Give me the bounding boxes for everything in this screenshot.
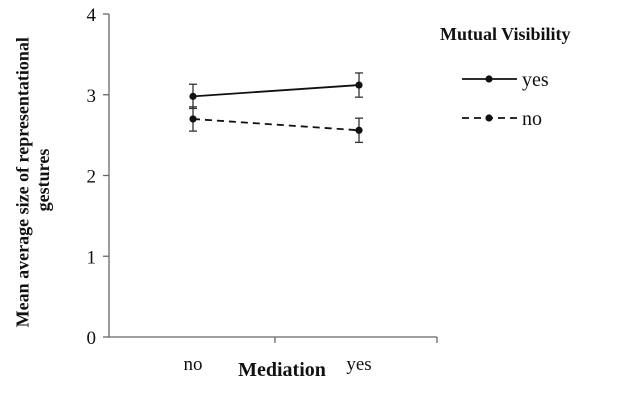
- data-point: [189, 115, 197, 123]
- y-axis-title: Mean average size of representational ge…: [12, 33, 53, 328]
- legend-items: yes no: [462, 69, 549, 130]
- legend-marker: [485, 75, 493, 83]
- x-axis-title: Mediation: [238, 359, 326, 381]
- series-line: [192, 118, 360, 132]
- y-axis-title-line-2: gestures: [33, 149, 53, 212]
- x-ticks: no yes: [184, 337, 438, 375]
- x-tick-label: yes: [346, 354, 371, 375]
- data-point: [355, 81, 363, 89]
- series-yes: [189, 72, 363, 110]
- plot-area: [189, 72, 363, 144]
- y-tick-label: 1: [87, 247, 97, 268]
- legend-label: yes: [522, 69, 549, 91]
- legend-marker: [485, 114, 493, 122]
- y-tick-label: 4: [87, 5, 97, 26]
- series-no: [189, 106, 363, 144]
- x-tick-label: no: [184, 354, 203, 375]
- y-axis-title-line-1: Mean average size of representational: [12, 37, 32, 327]
- y-ticks: 0 1 2 3 4: [87, 5, 109, 349]
- legend: Mutual Visibility yes no: [440, 24, 571, 130]
- x-axis: no yes: [109, 336, 438, 375]
- y-tick-label: 2: [87, 167, 97, 188]
- series-line: [192, 84, 360, 98]
- y-axis: 0 1 2 3 4: [87, 5, 110, 349]
- legend-item-no: no: [462, 108, 542, 130]
- legend-item-yes: yes: [462, 69, 549, 91]
- data-point: [355, 126, 363, 134]
- data-point: [189, 92, 197, 100]
- y-tick-label: 0: [87, 328, 97, 349]
- y-tick-label: 3: [87, 86, 97, 107]
- legend-title: Mutual Visibility: [440, 24, 571, 44]
- legend-label: no: [522, 108, 542, 130]
